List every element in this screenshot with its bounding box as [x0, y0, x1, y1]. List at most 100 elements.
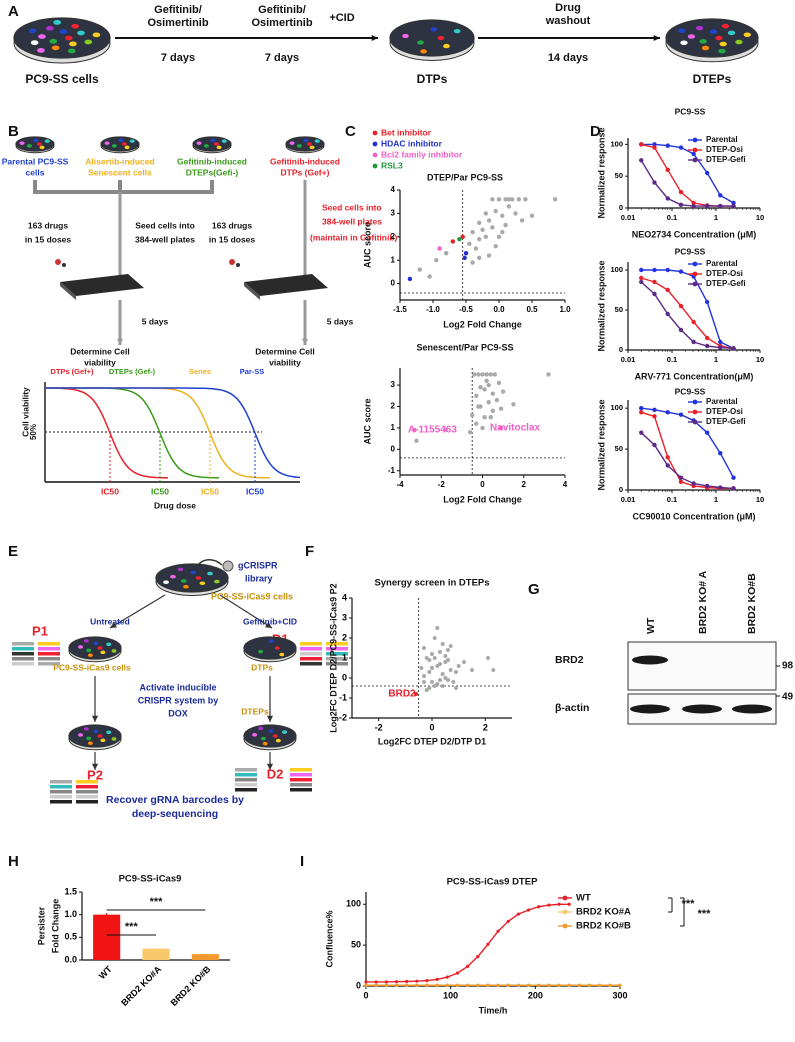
- scatter-point: [474, 393, 479, 399]
- y-tick-label: 0: [619, 345, 623, 354]
- cell: [64, 35, 73, 41]
- legend-marker: [372, 152, 378, 158]
- series-marker: [618, 983, 622, 987]
- scatter-point: [412, 427, 417, 433]
- y-tick-label: 0: [391, 444, 396, 453]
- legend-marker: [692, 271, 698, 277]
- series-marker: [731, 200, 736, 206]
- barcode: [12, 662, 34, 666]
- y-tick-label: -2: [339, 712, 347, 722]
- cell: [420, 49, 427, 54]
- cell: [314, 139, 320, 143]
- cell: [106, 730, 112, 735]
- barcode: [300, 652, 322, 656]
- barcode: [290, 783, 312, 787]
- cell: [104, 141, 110, 145]
- cell: [59, 29, 68, 35]
- series-marker: [516, 912, 521, 916]
- scatter-point: [473, 246, 479, 251]
- barcode: [76, 790, 98, 794]
- cell: [268, 639, 274, 643]
- scatter-point: [480, 227, 485, 232]
- scatter-point: [470, 260, 475, 265]
- label: 7 days: [161, 52, 195, 64]
- cell: [28, 28, 37, 34]
- band: [630, 704, 670, 714]
- series-marker: [652, 145, 657, 150]
- y-axis-label: Normalized response: [596, 127, 606, 218]
- x-tick-label: -1.5: [393, 305, 407, 314]
- panel-label: G: [528, 581, 540, 598]
- series-marker: [652, 267, 657, 273]
- label: CRISPR system by: [138, 695, 219, 705]
- barcode: [38, 662, 60, 666]
- arrow-head: [301, 338, 309, 345]
- series-marker: [476, 983, 480, 987]
- series-marker: [476, 954, 480, 959]
- scatter-point: [493, 208, 498, 214]
- series-marker: [547, 903, 551, 907]
- x-axis-label: Time/h: [479, 1005, 508, 1015]
- scatter-point: [432, 636, 437, 640]
- label: PC9-SS-iCas9 cells: [53, 662, 131, 672]
- drug-icon: [229, 259, 235, 265]
- cell: [735, 39, 743, 45]
- scatter-point: [506, 197, 512, 202]
- scatter-point: [486, 218, 492, 223]
- scatter-point: [443, 676, 448, 680]
- scatter-point: [494, 397, 500, 403]
- series-marker: [567, 902, 571, 906]
- legend-label: Bet inhibitor: [381, 127, 432, 137]
- label: DTPs: [417, 72, 448, 86]
- label: PC9-SS-iCas9 cells: [211, 591, 293, 601]
- scatter-point: [490, 408, 496, 413]
- cell: [77, 30, 85, 36]
- arrow: [109, 594, 166, 629]
- series-marker: [455, 971, 460, 975]
- y-axis-label: Log2FC DTEP D2/PC9-SS-iCas9 P2: [328, 583, 338, 732]
- chart-title: PC9-SS-iCas9: [119, 874, 182, 885]
- cell: [86, 648, 92, 653]
- label: Gefitinib/: [258, 4, 306, 16]
- label: IC50: [246, 486, 264, 496]
- label: IC50: [151, 486, 169, 496]
- cell: [303, 138, 309, 143]
- scatter-point: [440, 642, 445, 646]
- x-tick-label: 0.1: [667, 495, 677, 504]
- series-marker: [405, 983, 409, 987]
- series-marker: [678, 269, 684, 274]
- panel-label: H: [8, 853, 19, 870]
- cell: [97, 646, 103, 650]
- series-marker: [394, 983, 399, 987]
- scatter-point: [462, 255, 467, 261]
- barcode: [12, 652, 34, 656]
- barcode: [50, 790, 72, 794]
- series-marker: [665, 410, 670, 415]
- label: 5 days: [142, 316, 169, 326]
- scatter-point: [510, 197, 515, 202]
- dish: [243, 724, 297, 748]
- label: Persister: [36, 906, 46, 945]
- cell: [38, 34, 46, 39]
- legend-label: Parental: [706, 135, 738, 144]
- barcode: [300, 657, 322, 661]
- barcode: [38, 642, 60, 646]
- legend-label: WT: [576, 893, 591, 904]
- label: Senescent cells: [88, 167, 152, 177]
- series-marker: [537, 983, 541, 987]
- scatter-point: [446, 658, 450, 662]
- x-tick-label: 0.01: [621, 355, 636, 364]
- series-marker: [639, 430, 644, 435]
- label: gCRISPR: [238, 560, 278, 570]
- barcode: [12, 657, 34, 661]
- barcode: [38, 657, 60, 661]
- scatter-point: [476, 404, 481, 409]
- scatter-point: [440, 672, 445, 676]
- y-tick-label: 50: [615, 444, 623, 453]
- series-marker: [639, 405, 644, 411]
- y-axis-label: Normalized response: [596, 399, 606, 490]
- chart-title: PC9-SS-iCas9 DTEP: [447, 877, 538, 888]
- label: Activate inducible: [139, 682, 216, 692]
- scatter-point: [490, 197, 495, 202]
- cell: [701, 45, 710, 51]
